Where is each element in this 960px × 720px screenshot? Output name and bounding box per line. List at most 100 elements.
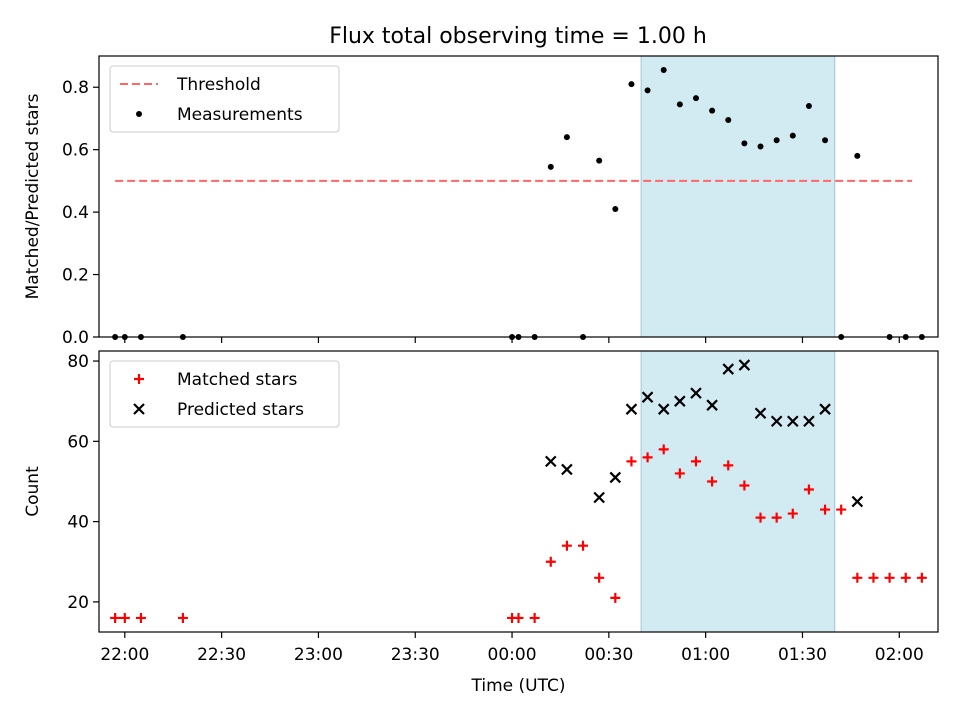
data-point-plus — [900, 572, 911, 583]
data-point-dot — [789, 132, 796, 139]
data-point-plus — [771, 512, 782, 523]
data-point-x — [819, 403, 831, 415]
legend-label: Matched stars — [177, 370, 297, 390]
y-tick-label: 40 — [67, 513, 89, 533]
data-point-dot — [741, 140, 748, 147]
axes-frame — [98, 55, 939, 338]
x-tick-label: 02:00 — [875, 645, 924, 665]
data-point-x — [706, 399, 718, 411]
series-matched-stars — [110, 444, 927, 623]
y-tick-label: 0.8 — [62, 78, 89, 98]
x-tick-label: 23:30 — [391, 645, 440, 665]
legend-label: Threshold — [176, 75, 261, 95]
data-point-plus — [803, 484, 814, 495]
x-tick-label: 01:00 — [681, 645, 730, 665]
data-point-plus — [884, 572, 895, 583]
x-tick-label: 00:30 — [584, 645, 633, 665]
data-point-dot — [547, 163, 554, 170]
data-point-dot — [709, 107, 716, 114]
legend-frame — [109, 360, 340, 428]
bottom-panel: 20 40 60 80 Count 22:00 22:30 23:00 23:30 00:00 00… — [23, 350, 939, 696]
data-point-plus — [868, 572, 879, 583]
data-point-plus — [119, 612, 130, 623]
x-tick-label: 01:30 — [778, 645, 827, 665]
data-point-plus — [545, 556, 556, 567]
data-point-plus — [177, 612, 188, 623]
data-point-plus — [739, 480, 750, 491]
data-point-x — [754, 407, 767, 419]
x-tick-label: 22:30 — [197, 645, 246, 665]
data-point-dot — [660, 67, 667, 74]
legend-label: Measurements — [177, 105, 303, 125]
x-tick-label: 00:00 — [488, 645, 537, 665]
data-point-plus — [134, 374, 144, 384]
data-point-plus — [707, 476, 718, 487]
data-point-plus — [658, 444, 669, 455]
data-point-plus — [787, 508, 798, 519]
data-point-plus — [642, 452, 653, 463]
legend: Threshold Measurements — [109, 65, 340, 133]
data-point-dot — [628, 81, 635, 88]
highlight-span — [640, 55, 836, 338]
data-point-x — [593, 491, 605, 504]
data-point-dot — [612, 205, 619, 212]
data-point-x — [738, 359, 751, 371]
highlight-span — [640, 350, 836, 633]
data-point-x — [803, 415, 815, 428]
data-point-x — [851, 495, 864, 508]
data-point-x — [641, 391, 654, 403]
data-point-plus — [916, 572, 927, 583]
data-point-dot — [676, 101, 683, 108]
x-tick-label: 23:00 — [294, 645, 343, 665]
data-point-plus — [135, 612, 146, 623]
y-tick-label: 0.4 — [62, 203, 89, 223]
data-point-plus — [513, 612, 524, 623]
data-point-x — [674, 395, 686, 407]
data-point-dot — [822, 137, 829, 144]
data-point-dot — [854, 152, 861, 159]
data-point-x — [133, 403, 145, 415]
data-point-plus — [836, 504, 847, 515]
data-point-dot — [644, 87, 651, 94]
data-point-x — [544, 455, 557, 468]
data-point-x — [561, 463, 573, 476]
data-point-plus — [820, 504, 831, 515]
data-point-dot — [805, 102, 812, 109]
data-point-dot — [773, 137, 780, 144]
data-point-x — [690, 387, 702, 399]
data-point-plus — [755, 512, 766, 523]
y-axis-label: Count — [23, 466, 43, 517]
y-axis-label: Matched/Predicted stars — [23, 93, 43, 299]
data-point-plus — [529, 612, 540, 623]
y-tick-label: 0.2 — [62, 266, 89, 286]
axes-frame — [98, 350, 939, 633]
legend: Matched stars Predicted stars — [109, 360, 340, 428]
data-point-plus — [723, 460, 734, 471]
data-point-plus — [626, 456, 637, 467]
data-point-plus — [578, 540, 589, 551]
data-point-plus — [690, 456, 701, 467]
data-point-plus — [110, 612, 121, 623]
data-point-dot — [692, 95, 699, 102]
data-point-x — [787, 415, 799, 428]
data-point-x — [657, 403, 670, 415]
data-point-x — [722, 363, 735, 375]
data-point-dot — [136, 111, 142, 117]
legend-label: Predicted stars — [177, 400, 304, 420]
y-tick-label: 60 — [67, 432, 89, 452]
data-point-dot — [596, 157, 603, 164]
data-point-plus — [610, 592, 621, 603]
x-axis-label: Time (UTC) — [471, 676, 566, 696]
y-tick-label: 80 — [67, 352, 89, 372]
y-tick-label: 0.0 — [62, 328, 89, 348]
y-tick-label: 0.6 — [62, 141, 89, 161]
data-point-plus — [852, 572, 863, 583]
data-point-plus — [561, 540, 572, 551]
chart-title: Flux total observing time = 1.00 h — [329, 24, 707, 49]
data-point-plus — [674, 468, 685, 479]
data-point-dot — [725, 117, 732, 124]
top-panel: 0.0 0.2 0.4 0.6 0.8 Matched/Predicted stars Th… — [23, 55, 939, 348]
legend-frame — [109, 65, 340, 133]
data-point-x — [625, 403, 638, 415]
